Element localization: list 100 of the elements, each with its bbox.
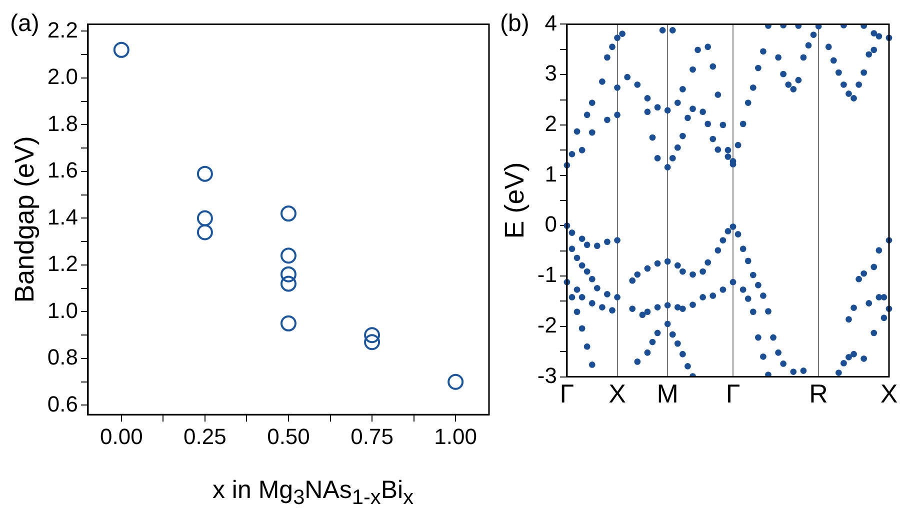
point bbox=[448, 374, 464, 390]
point bbox=[609, 307, 616, 314]
x-tick-label: 0.75 bbox=[350, 424, 394, 449]
point bbox=[594, 284, 600, 292]
point bbox=[113, 42, 130, 58]
point bbox=[644, 308, 651, 316]
y-tick-label: 2.0 bbox=[47, 64, 78, 90]
point bbox=[614, 84, 620, 91]
y-tick-label: 0 bbox=[544, 212, 557, 237]
point bbox=[744, 258, 752, 264]
point bbox=[730, 278, 736, 286]
point bbox=[280, 266, 296, 282]
point bbox=[880, 294, 888, 300]
point bbox=[790, 368, 797, 375]
point bbox=[870, 46, 878, 54]
point bbox=[614, 112, 620, 118]
point bbox=[870, 330, 878, 336]
y-tick-label: 0.8 bbox=[47, 344, 78, 370]
point bbox=[850, 95, 857, 102]
point bbox=[634, 81, 641, 88]
point bbox=[860, 69, 868, 76]
point bbox=[740, 120, 746, 128]
y-tick-label: -3 bbox=[537, 362, 557, 388]
point bbox=[664, 107, 671, 114]
point bbox=[598, 304, 606, 310]
point bbox=[578, 294, 586, 300]
point bbox=[649, 338, 656, 346]
point bbox=[710, 292, 716, 299]
point bbox=[574, 128, 580, 135]
y-tick-label: 1.6 bbox=[47, 158, 78, 183]
point bbox=[734, 142, 742, 148]
point bbox=[674, 100, 681, 106]
point bbox=[720, 237, 726, 244]
point bbox=[790, 86, 797, 92]
point bbox=[664, 302, 671, 308]
point bbox=[714, 92, 722, 98]
point bbox=[679, 306, 686, 312]
point bbox=[669, 27, 676, 34]
point bbox=[584, 242, 590, 248]
x-tick-label: 0.25 bbox=[184, 424, 226, 449]
point bbox=[744, 100, 752, 106]
y-axis-title: Bandgap (eV) bbox=[10, 136, 40, 303]
point bbox=[876, 33, 882, 40]
point bbox=[568, 246, 576, 252]
point bbox=[866, 300, 872, 306]
y-tick-label: 2 bbox=[544, 111, 557, 136]
x-tick-label: 0.50 bbox=[267, 424, 310, 449]
point bbox=[659, 27, 666, 34]
point bbox=[800, 368, 807, 374]
point bbox=[860, 355, 868, 362]
point bbox=[765, 308, 772, 315]
point bbox=[825, 44, 832, 50]
point bbox=[574, 286, 580, 293]
point bbox=[674, 340, 681, 347]
point bbox=[724, 228, 732, 234]
point bbox=[679, 86, 686, 92]
y-tick-label: 4 bbox=[544, 10, 557, 36]
point bbox=[866, 51, 872, 58]
point bbox=[684, 114, 691, 122]
y-tick-label: 1.2 bbox=[47, 251, 78, 276]
point bbox=[654, 304, 661, 310]
point bbox=[654, 260, 661, 267]
x-tick-label: M bbox=[656, 378, 678, 409]
y-tick-label: 2.2 bbox=[47, 17, 78, 42]
point bbox=[604, 116, 610, 124]
point bbox=[740, 286, 746, 293]
point bbox=[584, 268, 590, 275]
point bbox=[880, 314, 888, 322]
point bbox=[644, 95, 651, 102]
x-tick-label: Γ bbox=[726, 378, 740, 409]
point bbox=[710, 136, 716, 142]
point bbox=[578, 146, 586, 154]
point bbox=[856, 276, 862, 282]
point bbox=[700, 108, 706, 116]
point bbox=[588, 276, 596, 282]
point bbox=[588, 300, 596, 306]
point bbox=[280, 206, 296, 222]
point bbox=[644, 108, 651, 116]
point bbox=[629, 277, 636, 284]
point bbox=[714, 146, 722, 153]
point bbox=[785, 81, 792, 88]
point bbox=[700, 294, 706, 300]
y-tick-label: 1.0 bbox=[47, 298, 78, 323]
point bbox=[574, 254, 580, 262]
point bbox=[720, 122, 726, 128]
chart-title: (b) bbox=[500, 10, 530, 38]
point bbox=[740, 246, 746, 252]
point bbox=[604, 238, 610, 246]
point bbox=[196, 224, 213, 240]
point bbox=[674, 304, 681, 310]
point bbox=[750, 308, 756, 316]
point bbox=[654, 104, 661, 111]
point bbox=[754, 64, 762, 72]
point bbox=[604, 290, 610, 298]
x-tick-label: Γ bbox=[560, 378, 574, 409]
point bbox=[669, 331, 676, 338]
point bbox=[690, 106, 696, 112]
point bbox=[669, 154, 676, 162]
point bbox=[870, 30, 878, 36]
y-tick-label: -2 bbox=[537, 312, 557, 338]
